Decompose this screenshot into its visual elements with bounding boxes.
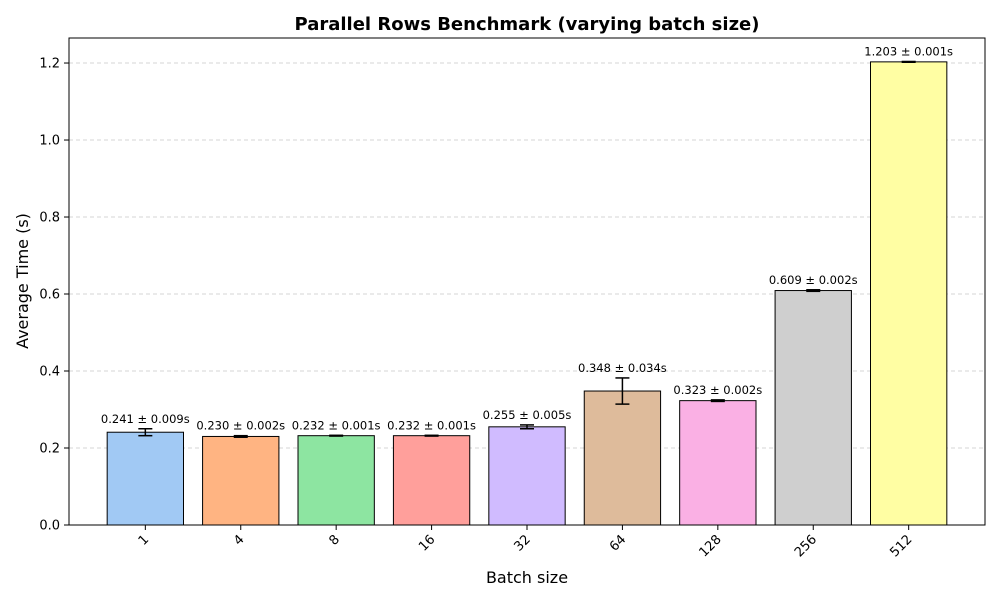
bar-256	[774, 290, 852, 526]
y-tick-label: 0.8	[39, 211, 60, 226]
y-axis-label: Average Time (s)	[13, 213, 32, 349]
bar-16	[392, 435, 471, 526]
data-label-4: 0.230 ± 0.002s	[196, 419, 285, 433]
x-tick-label: 1	[136, 532, 152, 548]
x-tick-label: 64	[607, 532, 629, 554]
data-label-256: 0.609 ± 0.002s	[769, 273, 858, 287]
bar-512	[870, 61, 948, 526]
data-label-16: 0.232 ± 0.001s	[387, 418, 476, 432]
y-tick-label: 1.2	[39, 57, 60, 72]
bar-1	[106, 431, 184, 526]
data-label-8: 0.232 ± 0.001s	[292, 418, 381, 432]
y-tick-label: 0.2	[39, 442, 60, 457]
data-label-1: 0.241 ± 0.009s	[101, 412, 190, 426]
y-tick-label: 0.0	[39, 519, 60, 534]
x-axis: 1 4 8 16 32 64 128 256 512	[136, 525, 915, 560]
y-tick-label: 1.0	[39, 134, 60, 149]
x-tick-label: 16	[416, 532, 438, 554]
x-tick-label: 512	[887, 532, 915, 560]
y-tick-label: 0.4	[39, 365, 60, 380]
data-label-32: 0.255 ± 0.005s	[483, 408, 572, 422]
bar-8	[297, 435, 375, 526]
data-label-64: 0.348 ± 0.034s	[578, 361, 667, 375]
x-tick-label: 4	[231, 532, 247, 548]
data-labels: 0.241 ± 0.009s 0.230 ± 0.002s 0.232 ± 0.00…	[101, 44, 953, 432]
x-tick-label: 128	[696, 532, 724, 560]
y-tick-label: 0.6	[39, 288, 60, 303]
x-tick-label: 8	[327, 532, 343, 548]
bar-32	[488, 426, 566, 526]
bar-4	[202, 435, 280, 526]
chart-title: Parallel Rows Benchmark (varying batch s…	[295, 14, 760, 35]
x-tick-label: 256	[792, 532, 820, 560]
y-axis: 0.0 0.2 0.4 0.6 0.8 1.0 1.2	[39, 57, 69, 534]
bars	[106, 61, 948, 526]
data-label-128: 0.323 ± 0.002s	[673, 383, 762, 397]
bar-64	[583, 390, 662, 526]
error-bars	[138, 60, 916, 438]
x-tick-label: 32	[512, 532, 534, 554]
bar-128	[679, 400, 757, 526]
data-label-512: 1.203 ± 0.001s	[864, 44, 953, 58]
x-axis-label: Batch size	[486, 568, 568, 587]
